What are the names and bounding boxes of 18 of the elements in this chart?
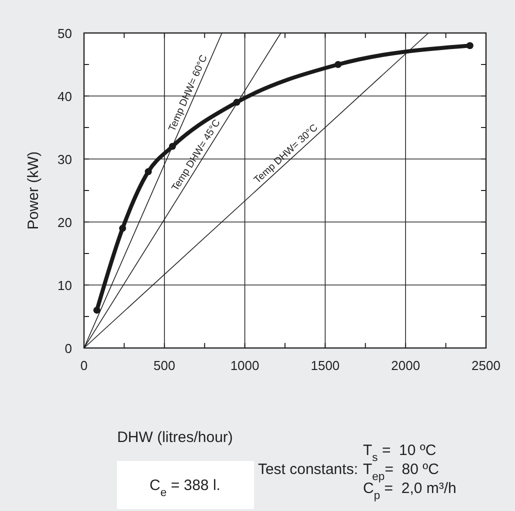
- x-tick-label: 2000: [391, 358, 420, 373]
- y-tick-label: 40: [58, 89, 72, 104]
- text: Test constants:: [258, 461, 358, 478]
- x-tick-label: 1000: [230, 358, 260, 373]
- x-tick-label: 500: [154, 358, 176, 373]
- x-axis-title: DHW (litres/hour): [117, 429, 233, 446]
- text: T$_{s}$ = 10 ºC: [363, 442, 436, 464]
- y-tick-label: 30: [58, 152, 72, 167]
- x-tick-label: 0: [80, 358, 88, 373]
- y-tick-label: 10: [58, 278, 72, 293]
- y-tick-label: 0: [64, 341, 72, 356]
- y-tick-label: 20: [58, 215, 72, 230]
- text: C$_{e}$ = 388 l.: [150, 477, 220, 499]
- text: T$_{ep}$= 80 ºC: [363, 461, 440, 483]
- x-tick-label: 1500: [310, 358, 340, 373]
- y-axis-title: Power (kW): [25, 151, 42, 230]
- y-tick-label: 50: [58, 26, 72, 41]
- x-tick-label: 2500: [472, 358, 500, 373]
